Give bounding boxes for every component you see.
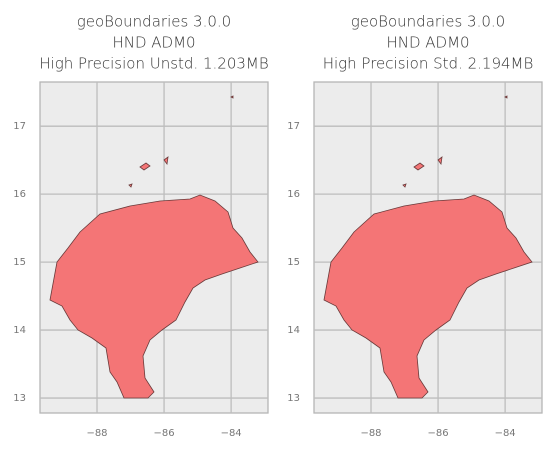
map-shape	[49, 95, 259, 399]
x-tick-label: −86	[154, 428, 175, 439]
panel-title: geoBoundaries 3.0.0	[77, 13, 231, 31]
panel-title: HND ADM0	[112, 34, 195, 52]
island	[504, 95, 508, 99]
island	[128, 183, 133, 188]
y-tick-label: 16	[13, 189, 26, 200]
island	[230, 95, 234, 99]
island	[402, 183, 407, 188]
x-tick-label: −84	[221, 428, 242, 439]
panel-title: geoBoundaries 3.0.0	[351, 13, 505, 31]
y-tick-label: 15	[13, 257, 26, 268]
y-tick-label: 14	[13, 325, 26, 336]
y-tick-label: 16	[287, 189, 300, 200]
panel-title: High Precision Unstd. 1.203MB	[39, 55, 268, 73]
y-tick-label: 14	[287, 325, 300, 336]
island	[437, 156, 443, 166]
y-tick-label: 15	[287, 257, 300, 268]
y-tick-label: 17	[287, 121, 300, 132]
x-tick-label: −88	[360, 428, 381, 439]
panel: geoBoundaries 3.0.0 HND ADM0 High Precisio…	[287, 13, 543, 439]
y-tick-label: 13	[13, 393, 26, 404]
country-outline	[323, 194, 533, 399]
panel-title: High Precision Std. 2.194MB	[323, 55, 534, 73]
y-tick-label: 13	[287, 393, 300, 404]
island	[413, 162, 425, 171]
panel: geoBoundaries 3.0.0 HND ADM0 High Precisio…	[13, 13, 268, 440]
country-outline	[49, 194, 259, 399]
island	[163, 156, 169, 166]
island	[139, 162, 151, 171]
x-tick-label: −84	[495, 428, 516, 439]
panel-title: HND ADM0	[386, 34, 469, 52]
x-tick-label: −86	[428, 428, 449, 439]
y-tick-label: 17	[13, 121, 26, 132]
map-shape	[323, 95, 533, 399]
x-tick-label: −88	[86, 428, 107, 439]
